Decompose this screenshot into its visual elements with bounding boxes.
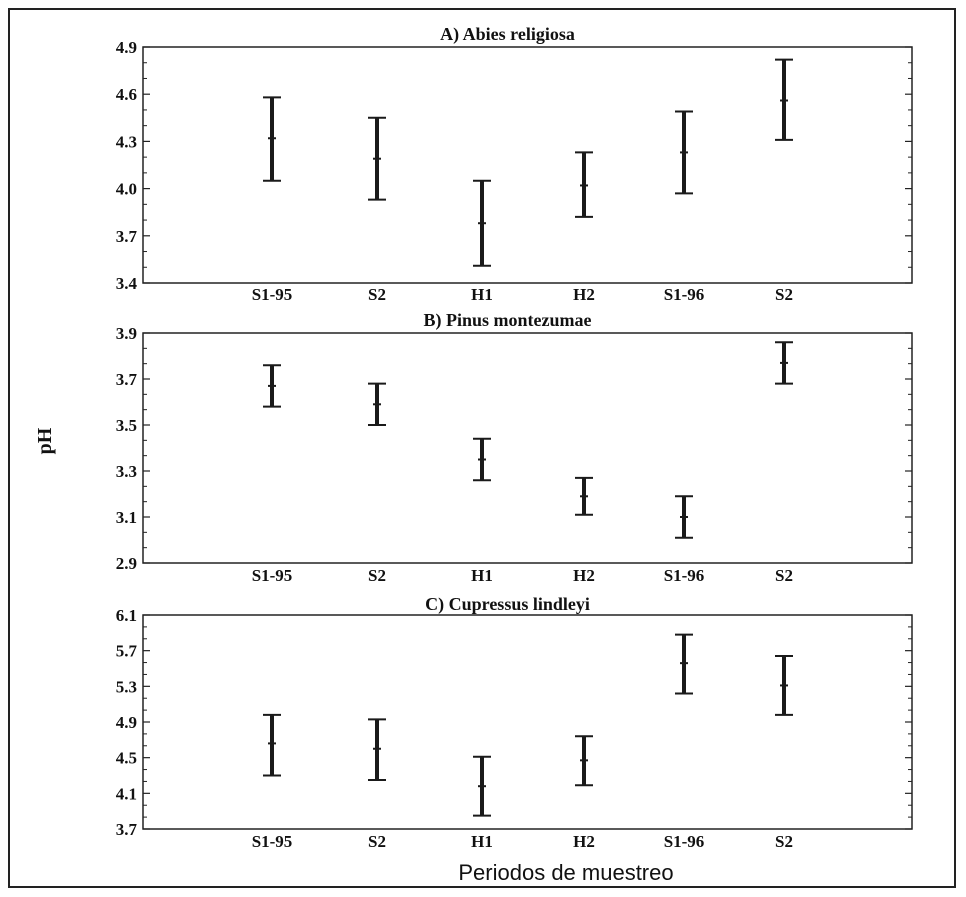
panel-3-xtick-label: H2: [573, 832, 595, 851]
panel-1-xtick-label: S1-96: [664, 285, 705, 304]
panel-2-ytick-label: 3.7: [116, 370, 138, 389]
panel-3-xtick-label: S1-95: [252, 832, 293, 851]
panel-3-xtick-label: H1: [471, 832, 493, 851]
panel-1-xtick-label: H2: [573, 285, 595, 304]
panel-1-title: A) Abies religiosa: [440, 24, 575, 45]
panel-3-title: C) Cupressus lindleyi: [425, 594, 590, 615]
panel-2-title: B) Pinus montezumae: [424, 310, 592, 331]
panel-3-xtick-label: S1-96: [664, 832, 705, 851]
panel-2-ytick-label: 2.9: [116, 554, 137, 573]
panel-2-xtick-label: S1-96: [664, 566, 705, 585]
panel-2-ytick-label: 3.9: [116, 324, 137, 343]
panel-1-xtick-label: S2: [775, 285, 793, 304]
panel-2-ytick-label: 3.5: [116, 416, 137, 435]
panel-1-xtick-label: S1-95: [252, 285, 293, 304]
x-axis-label: Periodos de muestreo: [458, 860, 673, 885]
panel-1-ytick-label: 4.6: [116, 85, 137, 104]
panel-3-ytick-label: 4.9: [116, 713, 137, 732]
panel-3-ytick-label: 5.3: [116, 677, 137, 696]
panel-1-plot-frame: [142, 46, 913, 284]
panel-1-ytick-label: 4.0: [116, 180, 137, 199]
panel-3-ytick-label: 3.7: [116, 820, 138, 839]
panel-1-ytick-label: 4.3: [116, 132, 137, 151]
panel-2-xtick-label: H1: [471, 566, 493, 585]
panel-3-ytick-label: 4.1: [116, 784, 137, 803]
panel-1-xtick-label: S2: [368, 285, 386, 304]
panel-3-xtick-label: S2: [775, 832, 793, 851]
panel-1-xtick-label: H1: [471, 285, 493, 304]
panel-2-ytick-label: 3.3: [116, 462, 137, 481]
panel-1-ytick-label: 3.7: [116, 227, 138, 246]
panel-2-xtick-label: S2: [368, 566, 386, 585]
panel-3-plot-frame: [142, 614, 913, 830]
panel-2-xtick-label: H2: [573, 566, 595, 585]
panel-3-ytick-label: 4.5: [116, 749, 137, 768]
panel-3-ytick-label: 5.7: [116, 642, 138, 661]
y-axis-label: pH: [34, 427, 56, 454]
panel-1-ytick-label: 3.4: [116, 274, 138, 293]
panel-2-xtick-label: S2: [775, 566, 793, 585]
panel-2-ytick-label: 3.1: [116, 508, 137, 527]
panel-2-plot-frame: [142, 332, 913, 564]
panel-3-ytick-label: 6.1: [116, 606, 137, 625]
panel-2-xtick-label: S1-95: [252, 566, 293, 585]
panel-1-ytick-label: 4.9: [116, 38, 137, 57]
panel-3-xtick-label: S2: [368, 832, 386, 851]
